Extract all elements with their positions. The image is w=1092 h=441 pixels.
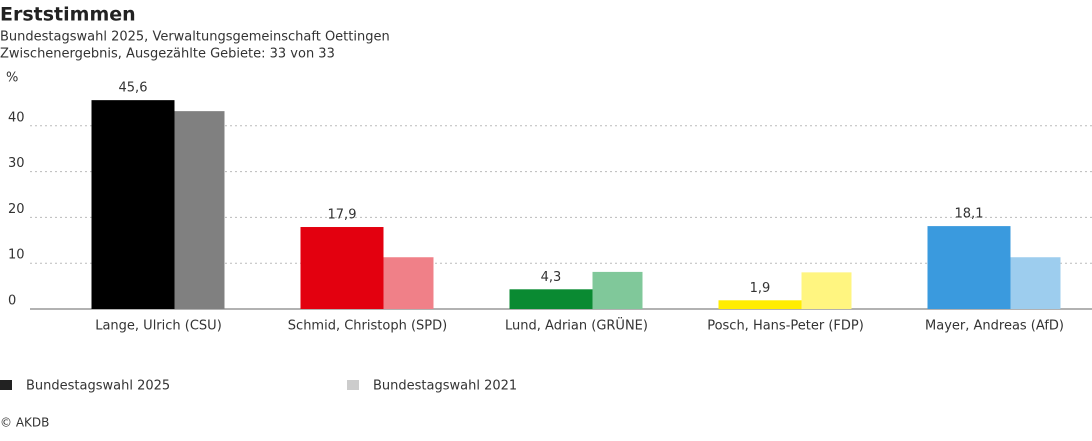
y-tick-label: 30 xyxy=(8,156,25,171)
legend-label: Bundestagswahl 2025 xyxy=(26,379,170,394)
legend-label: Bundestagswahl 2021 xyxy=(373,379,517,394)
source: © AKDB xyxy=(0,416,49,430)
bar xyxy=(718,300,802,309)
x-tick-label: Posch, Hans-Peter (FDP) xyxy=(707,319,864,334)
bar xyxy=(91,100,175,309)
y-tick-label: 0 xyxy=(8,294,16,309)
legend-swatch xyxy=(347,380,359,390)
bar xyxy=(927,226,1011,309)
bar xyxy=(509,289,593,309)
x-tick-label: Mayer, Andreas (AfD) xyxy=(925,319,1064,334)
value-label: 18,1 xyxy=(955,207,984,222)
bar xyxy=(801,272,852,309)
y-tick-label: 10 xyxy=(8,248,25,263)
x-tick-label: Schmid, Christoph (SPD) xyxy=(288,319,447,334)
bar xyxy=(592,271,643,309)
chart-subtitle: Zwischenergebnis, Ausgezählte Gebiete: 3… xyxy=(0,47,335,62)
chart-subtitle: Bundestagswahl 2025, Verwaltungsgemeinsc… xyxy=(0,30,390,45)
y-axis-label: % xyxy=(6,71,18,86)
value-label: 1,9 xyxy=(750,281,771,296)
bar xyxy=(1010,257,1061,309)
bar xyxy=(383,257,434,309)
value-label: 45,6 xyxy=(119,81,148,96)
bar xyxy=(174,111,225,309)
y-tick-label: 20 xyxy=(8,202,25,217)
value-label: 4,3 xyxy=(541,270,562,285)
value-label: 17,9 xyxy=(328,208,357,223)
y-tick-label: 40 xyxy=(8,110,25,125)
legend-swatch xyxy=(0,380,12,390)
bar xyxy=(300,227,384,309)
x-tick-label: Lund, Adrian (GRÜNE) xyxy=(505,317,648,334)
x-tick-label: Lange, Ulrich (CSU) xyxy=(95,319,222,334)
chart-title: Erststimmen xyxy=(0,4,136,26)
